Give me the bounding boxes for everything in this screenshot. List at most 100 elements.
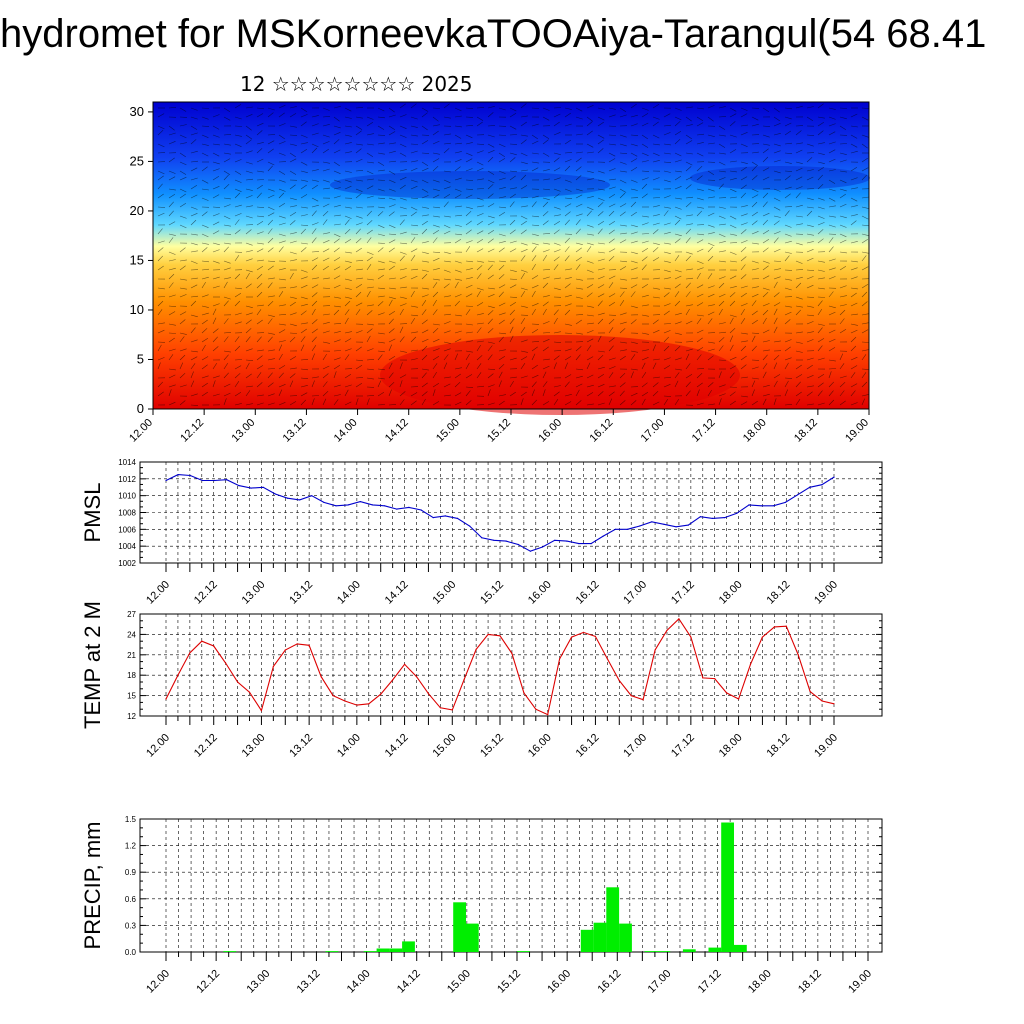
wind-barb [289,170,297,175]
wind-barb [454,115,462,118]
wind-barb [157,152,166,154]
wind-barb [498,158,506,163]
wind-barb [685,152,693,155]
wind-barb [630,143,638,147]
wind-barb [443,376,451,379]
wind-barb [707,188,715,192]
wind-barb [509,357,517,361]
wind-barb [608,193,616,199]
wind-barb [850,372,856,379]
wind-barb [663,124,672,127]
wind-barb [806,157,813,163]
wind-barb [476,302,484,307]
wind-barb [575,256,582,262]
wind-barb [619,211,626,217]
wind-barb [267,228,273,235]
wind-barb [608,238,615,244]
wind-barb [608,152,616,157]
wind-barb [839,239,847,244]
wind-barb [674,372,680,379]
wind-barb [476,340,484,343]
wind-barb [784,142,793,145]
wind-barb [641,215,649,218]
wind-barb [487,156,494,163]
wind-barb [619,328,626,334]
wind-barb [586,362,591,370]
wind-barb [421,107,429,112]
wind-barb [399,176,407,181]
wind-barb [267,300,274,307]
wind-barb [157,309,163,316]
wind-barb [388,381,395,388]
wind-barb [729,149,737,154]
wind-barb [597,402,605,406]
wind-barb [168,323,176,326]
wind-barb [179,311,187,316]
wind-barb [674,398,680,406]
wind-barb [531,308,536,316]
wind-barb [355,125,363,130]
wind-barb [465,309,471,316]
wind-barb [685,134,692,140]
wind-barb [740,345,747,352]
wind-barb [597,220,605,226]
heatmap-xtick-label: 14.12 [383,417,411,445]
heatmap-xtick-label: 15.00 [434,417,462,445]
data-point [444,515,446,517]
wind-barb [157,175,164,181]
wind-barb [454,401,462,406]
wind-barb [619,188,627,193]
wind-barb [410,125,418,128]
data-point [630,695,632,697]
wind-barb [366,220,373,226]
wind-barb [234,188,242,192]
wind-barb [157,287,165,290]
data-point [356,704,358,706]
data-point [511,652,513,655]
wind-barb [861,368,870,370]
ytick-label: 1.2 [125,842,137,851]
wind-barb [828,347,836,352]
wind-barb [553,242,561,246]
wind-barb [289,125,297,128]
wind-barb [179,161,187,166]
xtick-label: 14.00 [335,732,363,760]
wind-barb [168,157,175,163]
wind-barb [465,220,472,226]
wind-barb [751,377,759,380]
wind-barb [531,233,539,236]
wind-barb [696,142,704,145]
ytick-label: 0.0 [125,948,137,957]
wind-barb [597,293,605,298]
wind-barb [234,204,242,208]
wind-barb [245,403,253,406]
wind-barb [740,213,748,217]
wind-barb [619,152,628,154]
wind-barb [619,278,627,281]
wind-barb [564,394,572,397]
wind-barb [223,362,229,370]
wind-barb [729,188,737,193]
wind-barb [223,246,229,253]
wind-barb [432,194,440,199]
wind-barb [685,140,693,145]
data-point [761,636,764,638]
wind-barb [718,337,725,343]
wind-barb [399,143,407,148]
wind-barb [157,212,165,217]
wind-barb [597,211,604,217]
data-point [666,629,668,631]
wind-barb [300,344,305,352]
wind-barb [740,143,748,147]
wind-barb [773,220,780,226]
wind-barb [245,283,252,289]
xtick-label: 14.00 [345,968,373,996]
wind-barb [663,310,670,316]
wind-barb [685,184,692,190]
wind-barb [377,391,385,397]
wind-barb [553,287,561,291]
wind-barb [718,206,726,209]
wind-barb [234,213,242,217]
wind-barb [586,322,594,325]
wind-barb [542,339,550,343]
